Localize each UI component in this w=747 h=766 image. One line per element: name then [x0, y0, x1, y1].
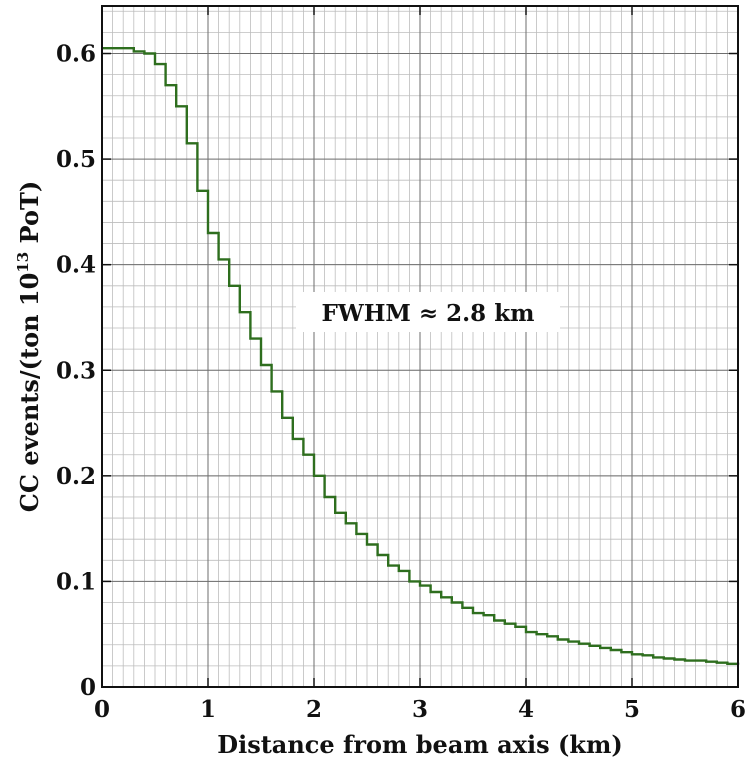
y-tick-labels: 0 0.1 0.2 0.3 0.4 0.5 0.6: [56, 41, 96, 701]
y-tick-label: 0.2: [56, 463, 96, 490]
fwhm-annotation: FWHM ≈ 2.8 km: [322, 300, 535, 327]
series-layer: [102, 47, 740, 665]
y-axis-title-prefix: CC events/(ton 10: [15, 273, 44, 513]
y-tick-label: 0.6: [56, 41, 96, 68]
y-tick-label: 0.1: [56, 568, 96, 595]
annotation-group: FWHM ≈ 2.8 km: [296, 292, 560, 332]
y-axis-title-suffix: PoT): [15, 181, 44, 252]
annotation-background: [296, 292, 560, 332]
x-tick-label: 2: [306, 696, 322, 723]
x-tick-label: 5: [624, 696, 640, 723]
x-axis-title: Distance from beam axis (km): [217, 730, 622, 759]
y-axis-title-exponent: 13: [14, 252, 32, 273]
x-tick-label: 4: [518, 696, 534, 723]
x-tick-label: 0: [94, 696, 110, 723]
x-tick-label: 6: [730, 696, 746, 723]
tick-marks: [101, 6, 739, 688]
y-tick-label: 0.5: [56, 146, 96, 173]
y-tick-label: 0.4: [56, 252, 96, 279]
x-tick-label: 3: [412, 696, 428, 723]
y-tick-label: 0.3: [56, 357, 96, 384]
y-axis-title: CC events/(ton 1013 PoT): [14, 181, 44, 512]
x-tick-labels: 0 1 2 3 4 5 6: [94, 696, 746, 723]
x-tick-label: 1: [200, 696, 216, 723]
y-tick-label: 0: [80, 674, 96, 701]
data-line: [102, 47, 740, 665]
